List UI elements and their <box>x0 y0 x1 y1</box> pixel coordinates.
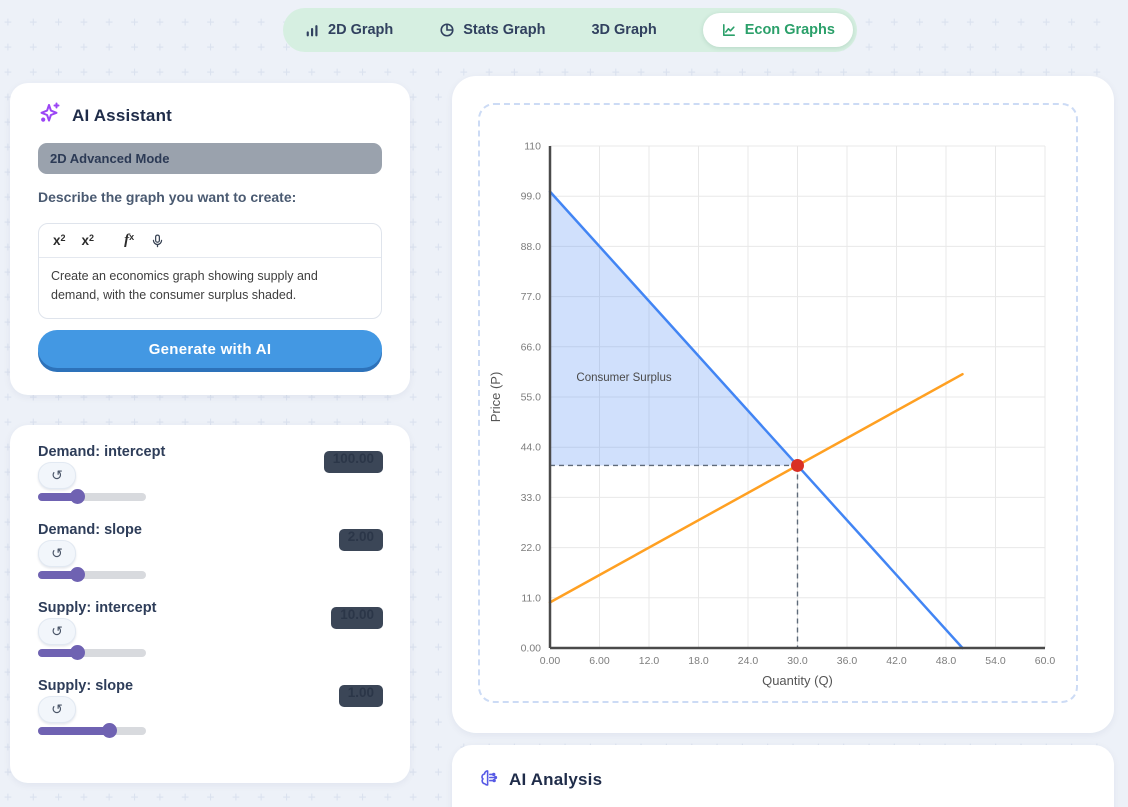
y-tick-label: 33.0 <box>521 492 542 504</box>
slider-row-supply-slope: Supply: slope ↺ 1.00 <box>10 670 410 748</box>
reset-icon[interactable]: ↺ <box>38 696 76 723</box>
tab-label: Econ Graphs <box>744 22 835 38</box>
x-tick-label: 0.00 <box>540 655 561 667</box>
supply-line <box>548 372 964 604</box>
tab-label: Stats Graph <box>463 22 546 38</box>
x-axis-title: Quantity (Q) <box>762 673 833 688</box>
slider-fill <box>38 727 110 735</box>
microphone-icon[interactable] <box>150 233 165 249</box>
tab-label: 3D Graph <box>591 22 657 38</box>
graph-type-tabbar: 2D Graph Stats Graph 3D Graph Econ Graph… <box>283 8 857 52</box>
y-tick-label: 99.0 <box>521 191 542 203</box>
slider-label: Demand: intercept <box>38 444 166 460</box>
y-axis-title: Price (P) <box>488 372 503 423</box>
ai-assistant-panel: AI Assistant 2D Advanced Mode Describe t… <box>10 83 410 395</box>
panel-title: AI Assistant <box>72 105 173 125</box>
x-tick-label: 6.00 <box>589 655 610 667</box>
bar-chart-icon <box>305 23 320 38</box>
x-tick-label: 60.0 <box>1035 655 1056 667</box>
slider-thumb[interactable] <box>69 489 85 504</box>
tab-3d-graph[interactable]: 3D Graph <box>591 22 656 38</box>
slider-row-supply-intercept: Supply: intercept ↺ 10.00 <box>10 592 410 670</box>
y-tick-label: 55.0 <box>521 392 542 404</box>
demand-line <box>548 190 964 650</box>
supply-intercept-slider[interactable] <box>38 645 146 660</box>
slider-label: Supply: slope <box>38 678 134 694</box>
y-tick-label: 22.0 <box>521 542 542 554</box>
tab-econ-graphs[interactable]: Econ Graphs <box>702 13 853 47</box>
tab-2d-graph[interactable]: 2D Graph <box>305 22 393 38</box>
econ-chart-panel: 0.00 11.0 22.0 33.0 44.0 55.0 66.0 77.0 88.0 99.0… <box>452 76 1114 733</box>
describe-label: Describe the graph you want to create: <box>38 189 297 205</box>
x-tick-label: 42.0 <box>886 655 907 667</box>
y-tick-label: 11.0 <box>521 592 541 604</box>
x-tick-label: 48.0 <box>936 655 957 667</box>
slider-fill <box>38 493 77 501</box>
ai-analysis-panel: AI Analysis <box>452 745 1114 807</box>
demand-intercept-slider[interactable] <box>38 489 146 504</box>
supply-slope-slider[interactable] <box>38 723 146 738</box>
slider-row-demand-slope: Demand: slope ↺ 2.00 <box>10 514 410 592</box>
reset-icon[interactable]: ↺ <box>38 618 76 645</box>
x-tick-label: 36.0 <box>837 655 858 667</box>
x-tick-label: 30.0 <box>787 655 808 667</box>
y-tick-label: 44.0 <box>521 442 542 454</box>
econ-chart: 0.00 11.0 22.0 33.0 44.0 55.0 66.0 77.0 88.0 99.0… <box>488 141 1056 689</box>
reset-icon[interactable]: ↺ <box>38 462 76 489</box>
mode-button[interactable]: 2D Advanced Mode <box>38 143 382 174</box>
parameter-controls-panel: Demand: intercept ↺ 100.00 Demand: slope… <box>10 425 410 783</box>
x-tick-label: 12.0 <box>639 655 660 667</box>
slider-value: 1.00 <box>338 685 383 707</box>
y-tick-label: 88.0 <box>521 241 542 253</box>
x-tick-label: 18.0 <box>688 655 709 667</box>
x-tick-label: 54.0 <box>985 655 1006 667</box>
reset-icon[interactable]: ↺ <box>38 540 76 567</box>
slider-fill <box>38 649 77 657</box>
slider-value: 2.00 <box>338 529 383 551</box>
slider-thumb[interactable] <box>102 723 118 738</box>
slider-label: Demand: slope <box>38 522 142 538</box>
brain-circuit-icon <box>478 767 499 793</box>
prompt-textarea[interactable]: Create an economics graph showing supply… <box>51 269 318 302</box>
y-tick-label: 110 <box>524 141 541 153</box>
consumer-surplus-label: Consumer Surplus <box>576 372 671 384</box>
slider-row-demand-intercept: Demand: intercept ↺ 100.00 <box>10 436 410 514</box>
tab-label: 2D Graph <box>328 22 394 38</box>
line-chart-icon <box>721 22 737 38</box>
y-tick-label: 66.0 <box>521 341 542 353</box>
slider-thumb[interactable] <box>69 645 85 660</box>
x-tick-label: 24.0 <box>738 655 759 667</box>
equilibrium-point <box>791 458 804 472</box>
pie-chart-icon <box>439 22 455 38</box>
slider-value: 100.00 <box>323 451 383 473</box>
slider-thumb[interactable] <box>69 567 85 582</box>
tab-stats-graph[interactable]: Stats Graph <box>439 22 545 38</box>
slider-fill <box>38 571 77 579</box>
panel-title: AI Analysis <box>509 770 603 789</box>
sparkles-icon <box>38 101 62 130</box>
demand-slope-slider[interactable] <box>38 567 146 582</box>
y-tick-label: 0.00 <box>521 643 542 655</box>
y-tick-label: 77.0 <box>521 291 542 303</box>
slider-value: 10.00 <box>331 607 383 629</box>
generate-with-ai-button[interactable]: Generate with AI <box>38 330 382 368</box>
slider-label: Supply: intercept <box>38 600 157 616</box>
